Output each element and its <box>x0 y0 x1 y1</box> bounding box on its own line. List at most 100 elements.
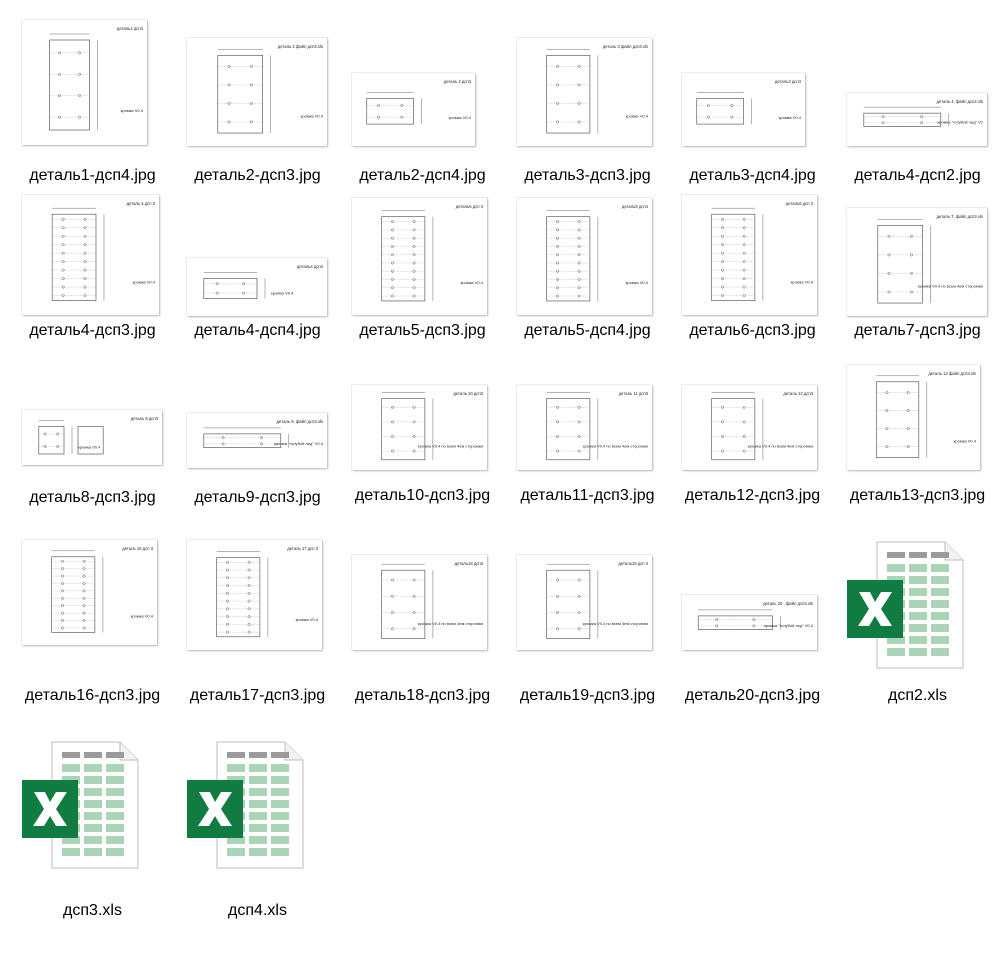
technical-drawing: деталь 10 дсп3 кромка V0.4 по всем 4ем ст… <box>381 391 484 461</box>
file-item-image[interactable]: деталь 7, файл дсп3.xls кромка V0.4 по вс… <box>835 190 1000 390</box>
hole-mark <box>226 599 229 603</box>
page-fold <box>284 742 303 761</box>
file-item-image[interactable]: деталь 2 дсп4 кромка V0.4 деталь2-дсп4.jpg <box>340 20 505 220</box>
edge-note: кромка V0.4 <box>78 445 101 450</box>
panel-outline <box>203 433 282 448</box>
technical-drawing: деталь19 дсп 3 кромка V0.4 по всем 4ем ст… <box>546 561 649 639</box>
hole-mark <box>577 269 581 273</box>
hole-mark <box>885 427 889 430</box>
hole-mark <box>391 261 394 265</box>
hole-mark <box>556 120 559 124</box>
panel-outline <box>381 216 426 302</box>
thumbnail-area: деталь3 дсп4 кромка V0.4 <box>670 20 835 170</box>
file-item-image[interactable]: деталь18 дсп3 кромка V0.4 по всем 4ем сто… <box>340 540 505 740</box>
hole-mark <box>577 594 581 598</box>
file-item-image[interactable]: деталь6 дсп 3 кромка V0.4 деталь6-дсп3.jpg <box>670 190 835 390</box>
sheet-cell <box>271 812 289 820</box>
hole-mark <box>247 615 251 619</box>
image-thumbnail: деталь 12 дсп3 кромка V0.4 по всем 4ем ст… <box>682 385 817 470</box>
hole-mark <box>577 627 581 631</box>
thumbnail-area: деталь 2 файл дсп3.xls кромка V0.4 <box>175 20 340 170</box>
image-thumbnail: деталь 2 файл дсп3.xls кромка V0.4 <box>187 38 327 146</box>
file-item-image[interactable]: деталь3 дсп4 кромка V0.4 деталь3-дсп4.jpg <box>670 20 835 220</box>
file-item-image[interactable]: деталь 4 дсп 3 кромка V0.4 деталь4-дсп3.jp… <box>10 190 175 390</box>
file-item-image[interactable]: деталь 4, файл дсп2.xls кромка "голубой л… <box>835 20 1000 220</box>
sheet-header-cell <box>271 752 289 758</box>
hole-mark <box>61 596 64 600</box>
drawing-caption: деталь 10 дсп3 <box>453 391 483 396</box>
hole-mark <box>556 236 559 240</box>
file-item-image[interactable]: деталь 3 файл дсп3.xls кромка V0.4 деталь3… <box>505 20 670 220</box>
file-name-label: дсп3.xls <box>63 902 122 919</box>
hole-mark <box>556 220 559 224</box>
hole-mark <box>61 260 65 264</box>
sheet-cell <box>931 612 949 620</box>
file-name-label: дсп2.xls <box>888 687 947 704</box>
file-item-image[interactable]: деталь 12 дсп3 кромка V0.4 по всем 4ем ст… <box>670 365 835 565</box>
hole-mark <box>742 285 746 289</box>
hole-mark <box>885 391 889 394</box>
hole-mark <box>412 578 416 582</box>
file-item-image[interactable]: деталь 13 файл дсп3.xls кромка V0.4 деталь… <box>835 365 1000 565</box>
drawing-caption: деталь 13 файл дсп3.xls <box>928 371 976 376</box>
file-item-image[interactable]: деталь5 дсп 3 кромка V0.4 деталь5-дсп3.jpg <box>340 190 505 390</box>
sheet-cell <box>887 636 905 644</box>
file-item-image[interactable]: деталь1 дсп4 кромка V0.4 деталь1-дсп4.jpg <box>10 20 175 220</box>
hole-mark <box>742 217 746 221</box>
thumbnail-area: деталь 12 дсп3 кромка V0.4 по всем 4ем ст… <box>670 365 835 515</box>
file-item-image[interactable]: деталь 2 файл дсп3.xls кромка V0.4 деталь2… <box>175 20 340 220</box>
hole-mark <box>556 405 559 409</box>
file-name-label: деталь4-дсп4.jpg <box>194 322 321 339</box>
hole-mark <box>556 435 559 438</box>
file-item-image[interactable]: деталь 11 дсп3 кромка V0.4 по всем 4ем ст… <box>505 365 670 565</box>
file-item-excel[interactable]: дсп2.xls <box>835 540 1000 740</box>
image-thumbnail: деталь 13 файл дсп3.xls кромка V0.4 <box>847 365 980 470</box>
file-item-image[interactable]: деталь 10 дсп3 кромка V0.4 по всем 4ем ст… <box>340 365 505 565</box>
hole-mark <box>78 115 81 119</box>
file-item-image[interactable]: деталь4 дсп4 кромка V0.4 деталь4-дсп4.jpg <box>175 190 340 390</box>
hole-mark <box>82 611 86 615</box>
hole-mark <box>61 619 64 622</box>
file-item-image[interactable]: деталь 16 дсп 3 кромка V0.4 деталь16-дсп3.… <box>10 540 175 740</box>
sheet-cell <box>106 776 124 784</box>
image-thumbnail: деталь 10 дсп3 кромка V0.4 по всем 4ем ст… <box>352 385 487 470</box>
file-item-image[interactable]: деталь 8 дсп3 кромка V0.4 деталь8-дсп3.jpg <box>10 365 175 565</box>
hole-mark <box>43 445 47 448</box>
file-item-image[interactable]: деталь5 дсп4 кромка V0.4 деталь5-дсп4.jpg <box>505 190 670 390</box>
image-thumbnail: деталь6 дсп 3 кромка V0.4 <box>682 195 817 315</box>
hole-mark <box>742 294 746 297</box>
hole-mark <box>61 226 65 230</box>
excel-file-icon <box>22 741 139 869</box>
hole-mark <box>83 243 87 247</box>
hole-mark <box>56 432 60 436</box>
sheet-cell <box>909 636 927 644</box>
file-item-image[interactable]: деталь 9, файл дсп3.xls кромка "голубой л… <box>175 365 340 565</box>
file-item-excel[interactable]: дсп3.xls <box>10 740 175 940</box>
drawing-caption: деталь5 дсп4 <box>622 204 649 209</box>
file-name-label: деталь8-дсп3.jpg <box>29 489 156 506</box>
sheet-cell <box>84 812 102 820</box>
file-item-image[interactable]: деталь 20 , файл дсп3.xls кромка "голубой… <box>670 540 835 740</box>
thumbnail-area: деталь 4, файл дсп2.xls кромка "голубой л… <box>835 20 1000 170</box>
sheet-cell <box>931 636 949 644</box>
file-item-image[interactable]: деталь 17 дсп 3 кромка V0.4 деталь17-дсп3.… <box>175 540 340 740</box>
sheet-cell <box>106 836 124 844</box>
hole-mark <box>391 253 394 257</box>
thumbnail-area: деталь 3 файл дсп3.xls кромка V0.4 <box>505 20 670 170</box>
hole-mark <box>412 449 416 453</box>
hole-mark <box>391 627 394 631</box>
sheet-cell <box>84 848 102 856</box>
panel-outline <box>877 224 923 304</box>
hole-mark <box>906 427 910 430</box>
edge-note: кромка V0.4 по всем 4ем сторонам <box>583 444 648 449</box>
technical-drawing: деталь 20 , файл дсп3.xls кромка "голубой… <box>697 601 814 630</box>
sheet-cell <box>249 824 267 832</box>
edge-note: кромка V0.4 <box>461 280 484 285</box>
sheet-header-cell <box>84 752 102 758</box>
hole-mark <box>83 234 87 238</box>
file-item-excel[interactable]: дсп4.xls <box>175 740 340 940</box>
file-item-image[interactable]: деталь19 дсп 3 кромка V0.4 по всем 4ем ст… <box>505 540 670 740</box>
sheet-cell <box>84 824 102 832</box>
hole-mark <box>226 576 229 580</box>
hole-mark <box>721 234 724 238</box>
